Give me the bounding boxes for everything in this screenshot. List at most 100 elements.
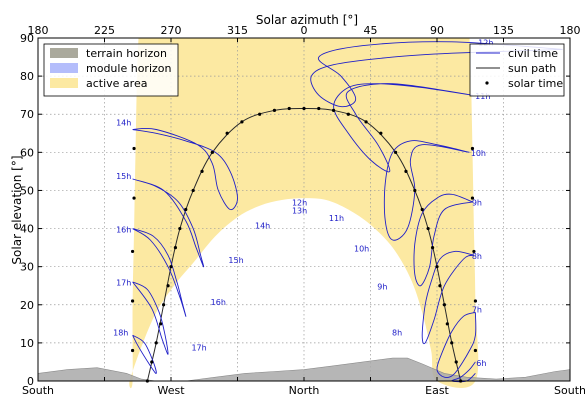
y-tick-label: 80 xyxy=(20,70,34,83)
solar-time-dot xyxy=(150,360,154,364)
y-tick-label: 70 xyxy=(20,108,34,121)
active-area xyxy=(129,38,479,389)
top-tick-label: 0 xyxy=(301,24,308,37)
solar-time-dot xyxy=(472,249,476,254)
hour-annotation: 14h xyxy=(255,222,270,231)
solar-time-dot xyxy=(426,226,430,231)
analemma-11h xyxy=(333,83,473,173)
solar-time-dot xyxy=(130,348,135,353)
direction-label: South xyxy=(22,384,54,394)
hour-annotation: 8h xyxy=(392,328,402,337)
top-tick-label: 225 xyxy=(94,24,115,37)
solar-time-dot xyxy=(470,196,475,200)
solar-time-dot xyxy=(178,226,182,231)
analemma-15h xyxy=(132,178,205,268)
solar-time-dot xyxy=(302,106,306,111)
solar-time-dot xyxy=(184,207,188,212)
legend-left: terrain horizon module horizon active area xyxy=(43,43,179,97)
direction-label: North xyxy=(289,384,320,394)
analemma-label: 16h xyxy=(116,225,131,234)
hour-annotation: 13h xyxy=(292,206,307,215)
legend-right: civil time sun path solar time xyxy=(469,43,565,97)
solar-time-dot xyxy=(225,131,229,135)
legend-label: module horizon xyxy=(86,62,172,75)
solar-time-dot xyxy=(166,284,170,288)
solar-time-dot xyxy=(210,150,214,154)
legend-swatch xyxy=(50,63,78,73)
legend-label: civil time xyxy=(508,47,558,60)
solar-time-dot xyxy=(154,341,158,345)
analemma-label: 12h xyxy=(478,39,493,48)
terrain-horizon xyxy=(37,357,571,382)
solar-time-dot xyxy=(394,150,398,154)
analemma-label: 6h xyxy=(476,359,486,368)
analemma-label: 14h xyxy=(116,119,131,128)
analemma-12h xyxy=(310,41,563,108)
analemma-label: 7h xyxy=(472,305,482,314)
legend-label: solar time xyxy=(508,77,563,90)
solar-time-dot xyxy=(331,108,336,113)
hour-annotation: 16h xyxy=(211,298,226,307)
top-axis-label: Solar azimuth [°] xyxy=(256,13,358,27)
analemma-9h xyxy=(413,193,473,287)
hour-annotation: 9h xyxy=(377,283,387,292)
y-tick-label: 60 xyxy=(20,146,34,159)
analemma-label: 8h xyxy=(472,252,482,261)
legend-label: active area xyxy=(86,77,147,90)
analemma-17h xyxy=(132,281,169,355)
solar-time-dot xyxy=(473,299,478,303)
analemma-8h xyxy=(421,250,475,345)
analemma-label: 11h xyxy=(475,92,490,101)
solar-time-dot xyxy=(442,303,446,307)
direction-label: East xyxy=(425,384,449,394)
solar-time-dot xyxy=(132,196,136,200)
solar-time-dot xyxy=(413,188,417,193)
solar-time-dot xyxy=(173,246,178,250)
solar-time-dot xyxy=(454,360,458,364)
y-axis-label: Solar elevation [°] xyxy=(10,155,24,264)
solar-time-dot xyxy=(159,322,163,326)
analemma-10h xyxy=(383,140,470,241)
legend-label: sun path xyxy=(508,62,556,75)
solar-time-dot xyxy=(404,169,408,173)
legend-swatch xyxy=(50,48,78,58)
top-tick-label: 180 xyxy=(560,24,581,37)
solar-time-dot xyxy=(435,265,439,269)
top-tick-label: 180 xyxy=(28,24,49,37)
top-tick-label: 90 xyxy=(430,24,444,37)
solar-time-dot xyxy=(240,120,244,124)
solar-time-dot xyxy=(445,322,449,326)
y-tick-label: 90 xyxy=(20,32,34,45)
solar-time-dots xyxy=(130,106,478,383)
y-tick-label: 0 xyxy=(27,375,34,388)
analemma-label: 9h xyxy=(472,199,482,208)
solar-time-dot xyxy=(473,348,478,353)
solar-time-dot xyxy=(272,108,277,113)
analemma-7h xyxy=(436,311,477,378)
analemma-label: 15h xyxy=(116,172,131,181)
top-tick-label: 45 xyxy=(364,24,378,37)
analemma-label: 18h xyxy=(113,328,128,337)
solar-time-dot xyxy=(470,146,475,151)
hour-annotation: 11h xyxy=(329,214,344,223)
solar-time-dot xyxy=(346,112,350,116)
legend-dot xyxy=(485,81,489,85)
solar-time-dot xyxy=(200,169,204,173)
solar-time-dot xyxy=(132,146,136,151)
solar-time-dot xyxy=(130,249,135,254)
direction-label: West xyxy=(157,384,185,394)
top-tick-label: 315 xyxy=(227,24,248,37)
bottom-axis: South West North East South xyxy=(22,384,585,394)
y-tick-label: 10 xyxy=(20,337,34,350)
direction-label: South xyxy=(554,384,585,394)
y-tick-label: 40 xyxy=(20,223,34,236)
analemma-label: 10h xyxy=(471,149,486,158)
analemma-label: 17h xyxy=(116,279,131,288)
solar-time-dot xyxy=(430,246,435,250)
solar-time-dot xyxy=(438,284,442,288)
solar-time-dot xyxy=(379,131,383,135)
top-axis: 180 225 270 315 0 45 90 135 180 xyxy=(28,24,581,381)
solar-time-dot xyxy=(258,112,262,116)
hour-annotation: 10h xyxy=(354,244,369,253)
